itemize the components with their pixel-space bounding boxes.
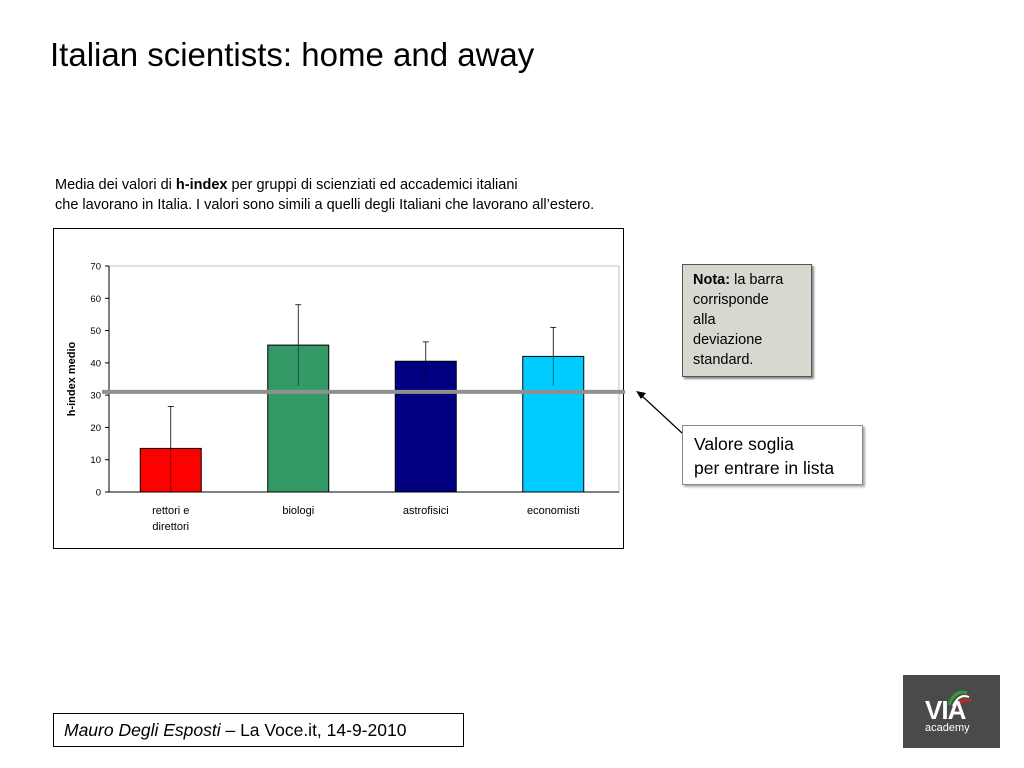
citation-box: Mauro Degli Esposti – La Voce.it, 14-9-2…	[53, 713, 464, 747]
y-tick-label: 0	[96, 488, 101, 499]
threshold-label-line-2: per entrare in lista	[694, 458, 835, 478]
y-tick-label: 70	[90, 262, 101, 273]
logo-word: VIA	[925, 695, 966, 725]
y-tick-label: 30	[90, 391, 101, 402]
bar	[394, 360, 457, 493]
threshold-label-line-1: Valore soglia	[694, 434, 794, 454]
citation-author: Mauro Degli Esposti	[64, 720, 221, 740]
via-academy-logo: VIA academy	[903, 675, 1000, 748]
caption-line-1: Media dei valori di h-index per gruppi d…	[55, 175, 594, 195]
arrow-line	[640, 394, 683, 434]
note-line-2: corrisponde	[693, 292, 769, 308]
note-bold: Nota:	[693, 272, 731, 288]
caption-pre: Media dei valori di	[55, 177, 176, 193]
x-tick-label: biologi	[282, 505, 314, 517]
y-axis-label: h-index medio	[66, 341, 78, 416]
x-tick-label: direttori	[152, 521, 189, 533]
note-line-5: standard.	[693, 352, 754, 368]
chart-frame: 0 10 20 30 40 50 60 70 h-index medio rettori e dir…	[53, 228, 625, 549]
note-line-1: Nota: la barra	[693, 270, 801, 290]
arrow-head	[636, 391, 646, 399]
caption-line-2: che lavorano in Italia. I valori sono si…	[55, 197, 595, 213]
note-line-3: alla	[693, 312, 716, 328]
logo-swoosh-icon	[947, 690, 972, 708]
logo-sub: academy	[925, 722, 970, 734]
citation-source: – La Voce.it, 14-9-2010	[220, 720, 407, 740]
y-tick-label: 20	[90, 423, 101, 434]
note-box: Nota: la barra corrisponde alla deviazio…	[682, 264, 812, 377]
caption-post: per gruppi di scienziati ed accademici i…	[227, 177, 518, 193]
y-tick-label: 10	[90, 455, 101, 466]
caption-bold-term: h-index	[175, 177, 228, 193]
note-text-1: la barra	[730, 272, 784, 288]
threshold-label-box: Valore soglia per entrare in lista	[682, 425, 863, 485]
slide-title: Italian scientists: home and away	[50, 36, 535, 73]
x-tick-label: rettori e	[152, 505, 189, 517]
note-line-4: deviazione	[693, 332, 763, 348]
y-tick-label: 40	[90, 358, 101, 369]
x-tick-label: economisti	[527, 505, 580, 517]
x-tick-label: astrofisici	[403, 505, 449, 517]
y-tick-label: 60	[90, 294, 101, 305]
bar-chart: 0 10 20 30 40 50 60 70 h-index medio rettori e dir…	[66, 262, 625, 533]
y-tick-label: 50	[90, 326, 101, 337]
chart-caption: Media dei valori di h-index per gruppi d…	[55, 175, 594, 215]
